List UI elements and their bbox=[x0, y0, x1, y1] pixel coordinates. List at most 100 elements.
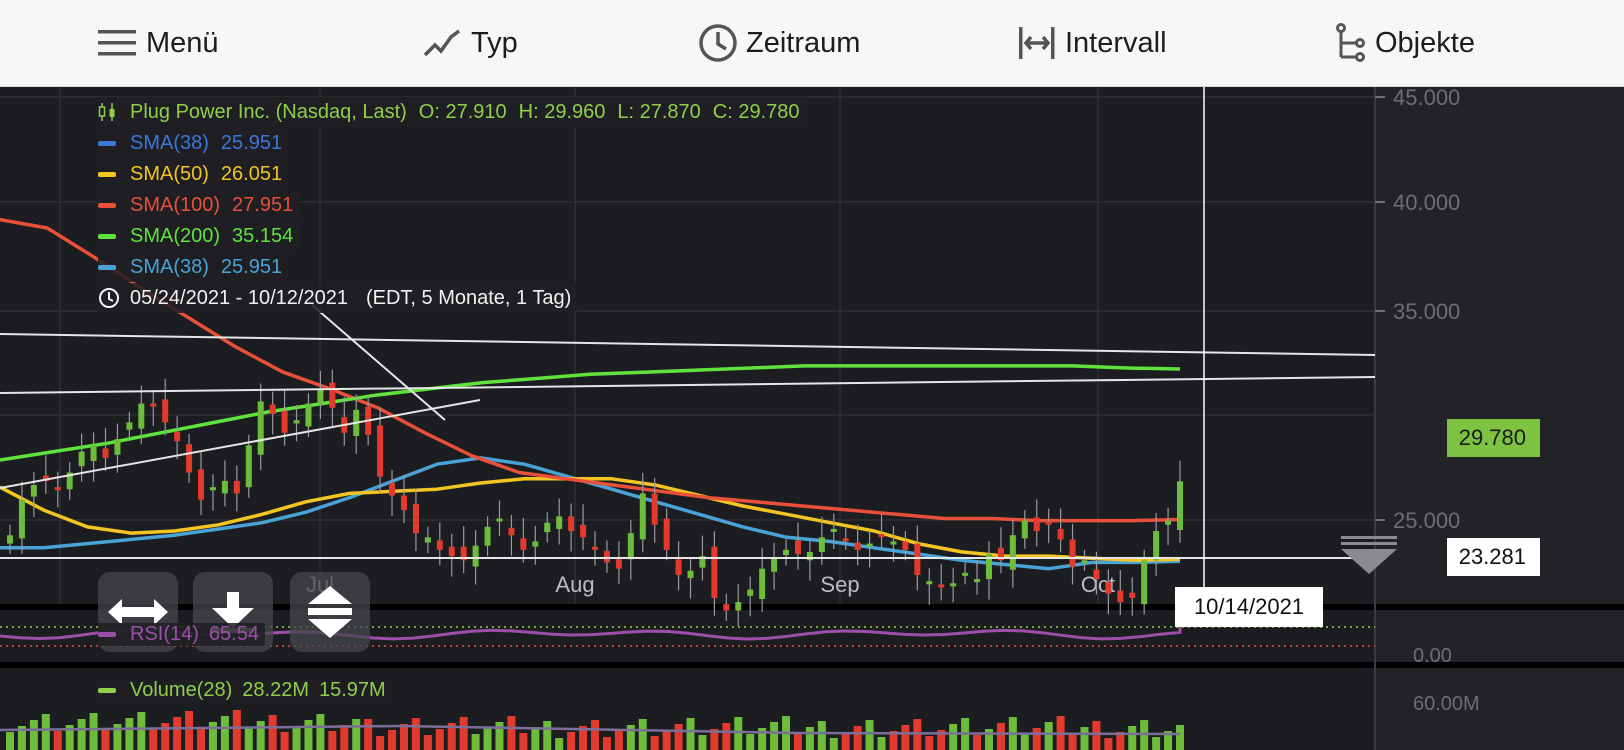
trendline[interactable] bbox=[0, 333, 1376, 356]
candle-body bbox=[424, 537, 431, 543]
candle-body bbox=[639, 493, 646, 540]
type-button[interactable]: Typ bbox=[423, 0, 518, 86]
volume-bar bbox=[1128, 726, 1137, 750]
volume-bar bbox=[137, 712, 146, 750]
candle-body bbox=[66, 472, 73, 490]
candle-body bbox=[759, 568, 766, 599]
trendline[interactable] bbox=[0, 376, 1376, 394]
candle-body bbox=[186, 444, 193, 473]
legend-swatch bbox=[98, 264, 116, 270]
legend-sma50[interactable]: SMA(50) 26.051 bbox=[98, 159, 289, 189]
period-label: Zeitraum bbox=[746, 26, 861, 59]
candle-body bbox=[771, 558, 778, 572]
y-tick-label: 25.000 bbox=[1393, 508, 1460, 533]
zoom-vertical-button[interactable] bbox=[290, 572, 370, 652]
legend-low: L: 27.870 bbox=[617, 100, 701, 123]
candle-body bbox=[412, 503, 419, 534]
candle-body bbox=[42, 475, 49, 481]
volume-bar bbox=[650, 736, 659, 750]
candle-body bbox=[317, 388, 324, 404]
volume-bar bbox=[996, 723, 1005, 750]
trendline[interactable] bbox=[0, 399, 481, 489]
menu-button[interactable]: Menü bbox=[98, 0, 219, 86]
candle-body bbox=[1009, 535, 1016, 570]
legend-sma38-a[interactable]: SMA(38) 25.951 bbox=[98, 128, 289, 158]
volume-bar bbox=[555, 738, 564, 750]
candle-body bbox=[914, 543, 921, 575]
legend-sma200[interactable]: SMA(200) 35.154 bbox=[98, 221, 300, 251]
volume-average-line bbox=[0, 724, 1181, 736]
volume-bar bbox=[889, 731, 898, 750]
volume-bar bbox=[853, 726, 862, 750]
volume-bar bbox=[602, 737, 611, 750]
volume-bar bbox=[901, 725, 910, 750]
candle-body bbox=[687, 570, 694, 579]
candle-body bbox=[448, 546, 455, 557]
candle-body bbox=[1045, 521, 1052, 525]
legend-swatch bbox=[98, 171, 116, 177]
candle-body bbox=[926, 581, 933, 585]
volume-bar bbox=[411, 718, 420, 750]
candle-body bbox=[699, 556, 706, 568]
candle-body bbox=[556, 516, 563, 529]
collapse-panel-icon[interactable] bbox=[1339, 534, 1399, 576]
x-tick-label: Sep bbox=[820, 572, 859, 597]
volume-bar bbox=[495, 722, 504, 750]
legend-main: Plug Power Inc. (Nasdaq, Last) O: 27.910… bbox=[98, 97, 806, 127]
objects-button[interactable]: Objekte bbox=[1335, 0, 1475, 86]
candle-body bbox=[1105, 582, 1112, 594]
legend-value: 25.951 bbox=[220, 131, 283, 154]
volume-bar bbox=[435, 729, 444, 750]
candle-body bbox=[818, 537, 825, 552]
volume-bar bbox=[1068, 733, 1077, 750]
volume-bar bbox=[937, 730, 946, 750]
series-line-sma200 bbox=[0, 364, 1181, 462]
interval-button[interactable]: Intervall bbox=[1017, 0, 1167, 86]
last-price-value: 29.780 bbox=[1458, 425, 1526, 450]
volume-bar bbox=[1044, 722, 1053, 750]
rsi-swatch bbox=[98, 632, 116, 637]
legend-swatch bbox=[98, 202, 116, 208]
legend-instrument: Plug Power Inc. (Nasdaq, Last) bbox=[130, 100, 407, 123]
candle-body bbox=[221, 480, 228, 494]
last-price-tag: 29.780 bbox=[1446, 419, 1540, 457]
volume-bar bbox=[471, 734, 480, 750]
candle-body bbox=[1057, 528, 1064, 540]
volume-bar bbox=[447, 723, 456, 750]
legend-range: 05/24/2021 - 10/12/2021 (EDT, 5 Monate, … bbox=[98, 283, 578, 313]
legend-sma100[interactable]: SMA(100) 27.951 bbox=[98, 190, 300, 220]
candle-body bbox=[102, 448, 109, 458]
volume-bar bbox=[399, 724, 408, 750]
volume-bar bbox=[722, 723, 731, 750]
volume-bar bbox=[185, 711, 194, 750]
rsi-value: 65.54 bbox=[208, 623, 259, 645]
series-line-sma100 bbox=[0, 217, 1181, 523]
legend-value: 35.154 bbox=[232, 224, 294, 247]
volume-bar bbox=[208, 722, 217, 750]
volume-bar bbox=[531, 727, 540, 750]
candle-body bbox=[568, 516, 575, 532]
candle-body bbox=[508, 527, 515, 536]
rsi-axis-label: 0.00 bbox=[1413, 645, 1452, 667]
candle-body bbox=[209, 487, 216, 491]
candle-body bbox=[830, 528, 837, 532]
panel-separator bbox=[0, 662, 1624, 668]
candle-body bbox=[950, 583, 957, 587]
legend-sma38-b[interactable]: SMA(38) 25.951 bbox=[98, 252, 289, 282]
legend-close: C: 29.780 bbox=[712, 100, 800, 123]
candle-body bbox=[675, 559, 682, 575]
trendline[interactable] bbox=[311, 304, 446, 421]
volume-bar bbox=[1152, 737, 1161, 750]
legend-label: SMA(50) bbox=[130, 162, 209, 185]
candle-body bbox=[1033, 517, 1040, 532]
candle-body bbox=[603, 550, 610, 563]
period-button[interactable]: Zeitraum bbox=[698, 0, 860, 86]
candle-body bbox=[985, 554, 992, 580]
crosshair-date-tag: 10/14/2021 bbox=[1175, 587, 1323, 627]
volume-bar bbox=[483, 728, 492, 750]
volume-bar bbox=[674, 724, 683, 750]
volume-value: 28.22M bbox=[242, 679, 309, 701]
legend-swatch bbox=[98, 233, 116, 239]
rsi-legend: RSI(14) 65.54 bbox=[98, 623, 265, 646]
